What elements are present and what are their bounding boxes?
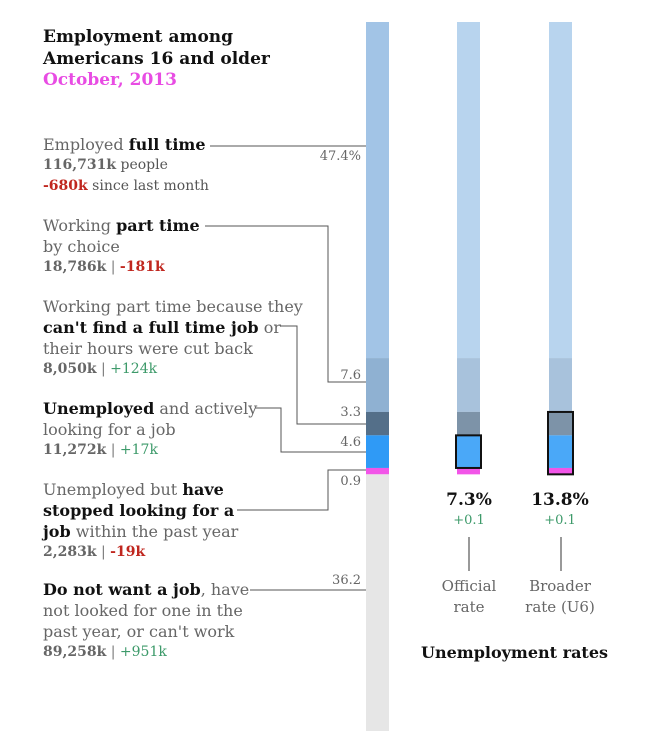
official-column-part-forced: [457, 411, 480, 436]
bar-segment-part-choice: [366, 358, 389, 412]
broader-rate-box: [547, 410, 574, 476]
broader-column-full-time: [549, 22, 572, 359]
label-unemployed: Unemployed and actively: [43, 399, 258, 418]
label-stopped-looking-line3: job within the past year: [43, 522, 239, 541]
broader-column-part-forced: [549, 411, 572, 436]
stat-part-time-forced: 8,050k | +124k: [43, 361, 158, 377]
chart-subtitle: October, 2013: [43, 70, 177, 90]
rates-title: Unemployment rates: [421, 643, 609, 662]
stat-not-want-job: 89,258k | +951k: [43, 644, 167, 660]
stat-unemployed: 11,272k | +17k: [43, 442, 158, 458]
bar-segment-full-time: [366, 22, 389, 359]
label-not-want-job: Do not want a job, have: [43, 580, 250, 599]
tick-label-part-choice: 7.6: [340, 368, 361, 383]
leader-part-choice: [205, 225, 366, 383]
stat-stopped-looking: 2,283k | -19k: [43, 544, 146, 560]
tick-label-unemployed: 4.6: [340, 435, 361, 450]
broader-column-unemployed: [549, 435, 572, 468]
label-full-time: Employed full time: [43, 135, 206, 154]
chart-title: Employment among Americans 16 and older: [43, 27, 270, 69]
tick-label-stopped: 0.9: [340, 474, 361, 489]
tick-label-part-forced: 3.3: [340, 405, 361, 420]
broader-rate-label: Broader rate (U6): [525, 577, 595, 616]
broader-column-stopped-looking: [549, 467, 572, 475]
official-rate-change: +0.1: [453, 513, 485, 528]
official-rate-box: [455, 434, 482, 469]
broader-rate-change: +0.1: [544, 513, 576, 528]
official-column-unemployed: [457, 435, 480, 468]
tick-label-full-time: 47.4%: [319, 149, 361, 164]
stat-full-time-people: 116,731k people: [43, 157, 168, 173]
label-part-time-forced-line2: can't find a full time job or: [43, 318, 281, 337]
label-part-time-choice-line2: by choice: [43, 237, 120, 256]
bar-segment-stopped-looking: [366, 467, 389, 475]
tick-label-not-want: 36.2: [332, 573, 361, 588]
bar-segment-unemployed: [366, 435, 389, 468]
official-rate-value: 7.3%: [446, 490, 492, 510]
leader-part-forced: [280, 325, 366, 425]
stat-full-time-change: -680k since last month: [43, 178, 209, 194]
bar-segment-not-want-job: [366, 474, 389, 731]
bar-segment-part-forced: [366, 411, 389, 436]
official-column-full-time: [457, 22, 480, 359]
broader-rate-value: 13.8%: [531, 490, 589, 510]
official-column-stopped-looking: [457, 467, 480, 475]
leader-unemployed: [255, 407, 366, 453]
label-stopped-looking-line2: stopped looking for a: [43, 501, 235, 520]
official-column-part-choice: [457, 358, 480, 412]
label-part-time-choice: Working part time: [43, 216, 200, 235]
label-part-time-forced: Working part time because they: [43, 297, 303, 316]
label-not-want-job-line3: past year, or can't work: [43, 622, 235, 641]
leader-stopped-looking: [237, 469, 366, 511]
label-stopped-looking: Unemployed but have: [43, 480, 224, 499]
broader-column-part-choice: [549, 358, 572, 412]
official-rate-label: Official rate: [441, 577, 497, 616]
label-part-time-forced-line3: their hours were cut back: [43, 339, 253, 358]
stat-part-time-choice: 18,786k | -181k: [43, 259, 165, 275]
label-unemployed-line2: looking for a job: [43, 420, 176, 439]
label-not-want-job-line2: not looked for one in the: [43, 601, 243, 620]
